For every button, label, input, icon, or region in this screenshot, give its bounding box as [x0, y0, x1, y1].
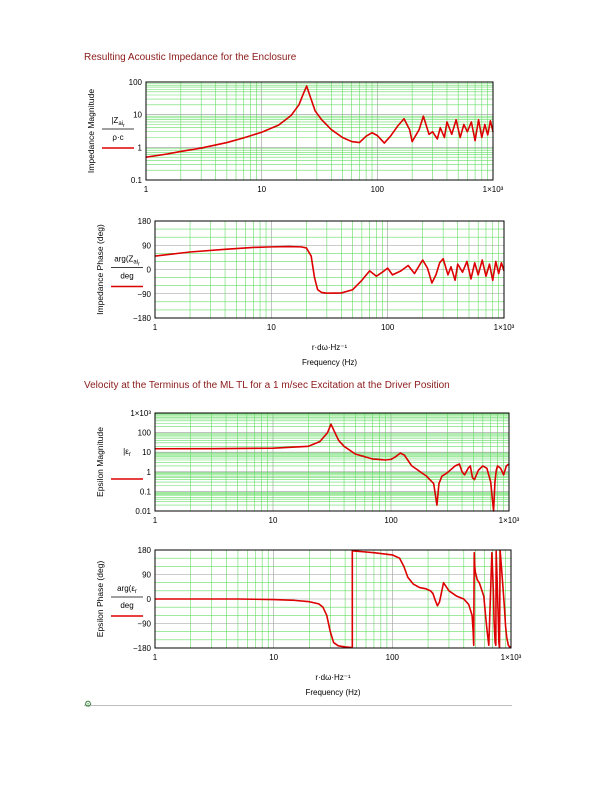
- y-tick-label: 0.1: [131, 176, 143, 185]
- y-axis-label: Impedance Magnitude: [86, 89, 96, 173]
- x-tick-label: 1: [144, 185, 149, 194]
- y-expression-subscript-2: r: [123, 123, 125, 129]
- x-axis-label: Frequency (Hz): [302, 358, 357, 367]
- x-tick-label: 100: [386, 653, 400, 662]
- y-axis-label: Epsilon Magnitude: [95, 427, 105, 497]
- y-tick-label: 90: [142, 241, 151, 250]
- y-tick-label: 0: [147, 595, 152, 604]
- x-tick-label: 10: [257, 185, 266, 194]
- y-expression-subscript: r: [135, 589, 137, 595]
- x-axis-expression: r·dω·Hz⁻¹: [315, 673, 351, 682]
- y-tick-label: 180: [138, 546, 152, 555]
- x-axis-expression: r·dω·Hz⁻¹: [312, 343, 348, 352]
- x-tick-label: 100: [384, 516, 398, 525]
- plot-frame: [154, 412, 510, 512]
- y-tick-label: 10: [133, 111, 142, 120]
- y-expression-numerator: arg(εr: [117, 584, 137, 595]
- y-tick-label: 100: [129, 78, 143, 87]
- y-expression-subscript: r: [129, 452, 131, 458]
- y-expression-denominator: deg: [120, 601, 133, 610]
- x-tick-label: 100: [371, 185, 385, 194]
- section-title-impedance: Resulting Acoustic Impedance for the Enc…: [84, 52, 297, 63]
- chart-4: 1 10 100 1×10³ −180 −90 0 90 180 Epsilon Phase (d…: [95, 546, 522, 697]
- y-axis-label: Impedance Phase (deg): [95, 224, 105, 315]
- plot-frame: [154, 220, 505, 319]
- publisher-logo-icon: ⚙: [84, 700, 93, 710]
- y-tick-label: −180: [133, 314, 152, 323]
- y-expression-subscript: ai: [118, 121, 123, 127]
- y-tick-label: 0.01: [135, 507, 151, 516]
- section-title-velocity: Velocity at the Terminus of the ML TL fo…: [84, 380, 450, 391]
- y-expression-denominator: deg: [120, 272, 133, 281]
- series-line-1: [155, 549, 512, 649]
- y-tick-label: 90: [142, 571, 151, 580]
- x-tick-label: 1: [153, 516, 158, 525]
- x-tick-label: 1: [153, 653, 158, 662]
- x-tick-label: 1×10³: [499, 516, 520, 525]
- y-tick-label: 1: [147, 468, 152, 477]
- y-tick-label: 1: [138, 143, 143, 152]
- x-tick-label: 1×10³: [494, 323, 515, 332]
- y-tick-label: −180: [133, 644, 152, 653]
- plot-frame: [154, 549, 512, 649]
- y-tick-label: 180: [138, 217, 152, 226]
- y-tick-label: 0.1: [140, 487, 152, 496]
- x-tick-label: 1×10³: [483, 185, 504, 194]
- x-tick-label: 1: [153, 323, 158, 332]
- y-tick-label: −90: [137, 290, 151, 299]
- x-tick-label: 100: [381, 323, 395, 332]
- grid: [155, 413, 509, 511]
- x-axis-label: Frequency (Hz): [305, 688, 360, 697]
- y-expression-subscript: ai: [133, 260, 138, 266]
- series-line-1: [145, 85, 494, 158]
- y-tick-label: 100: [138, 429, 152, 438]
- y-axis-label: Epsilon Phase (deg): [95, 561, 105, 638]
- y-tick-label: 0: [147, 266, 152, 275]
- footer-divider: [84, 705, 512, 706]
- y-tick-label: −90: [137, 620, 151, 629]
- x-tick-label: 10: [267, 323, 276, 332]
- chart-2: 1 10 100 1×10³ −180 −90 0 90 180 Impedance Phase …: [95, 217, 515, 367]
- x-tick-label: 1×10³: [501, 653, 522, 662]
- y-expression-numerator: |εr: [123, 447, 131, 458]
- series-line-1: [154, 245, 505, 295]
- plot-area: [146, 82, 493, 180]
- y-tick-label: 10: [142, 448, 151, 457]
- chart-3: 1 10 100 1×10³ 0.01 0.1 1 10 100 1×10³ Epsilon Mag…: [95, 409, 520, 525]
- series-line-1: [154, 423, 510, 512]
- y-expression-numerator: arg(Zair: [114, 255, 140, 268]
- y-expression-subscript-2: r: [138, 262, 140, 268]
- y-tick-label: 1×10³: [130, 409, 151, 418]
- y-expression-denominator: ρ·c: [112, 133, 123, 142]
- y-expression-numerator: |Zair: [111, 116, 125, 129]
- x-tick-label: 10: [269, 516, 278, 525]
- x-tick-label: 10: [269, 653, 278, 662]
- plot-frame: [145, 81, 494, 181]
